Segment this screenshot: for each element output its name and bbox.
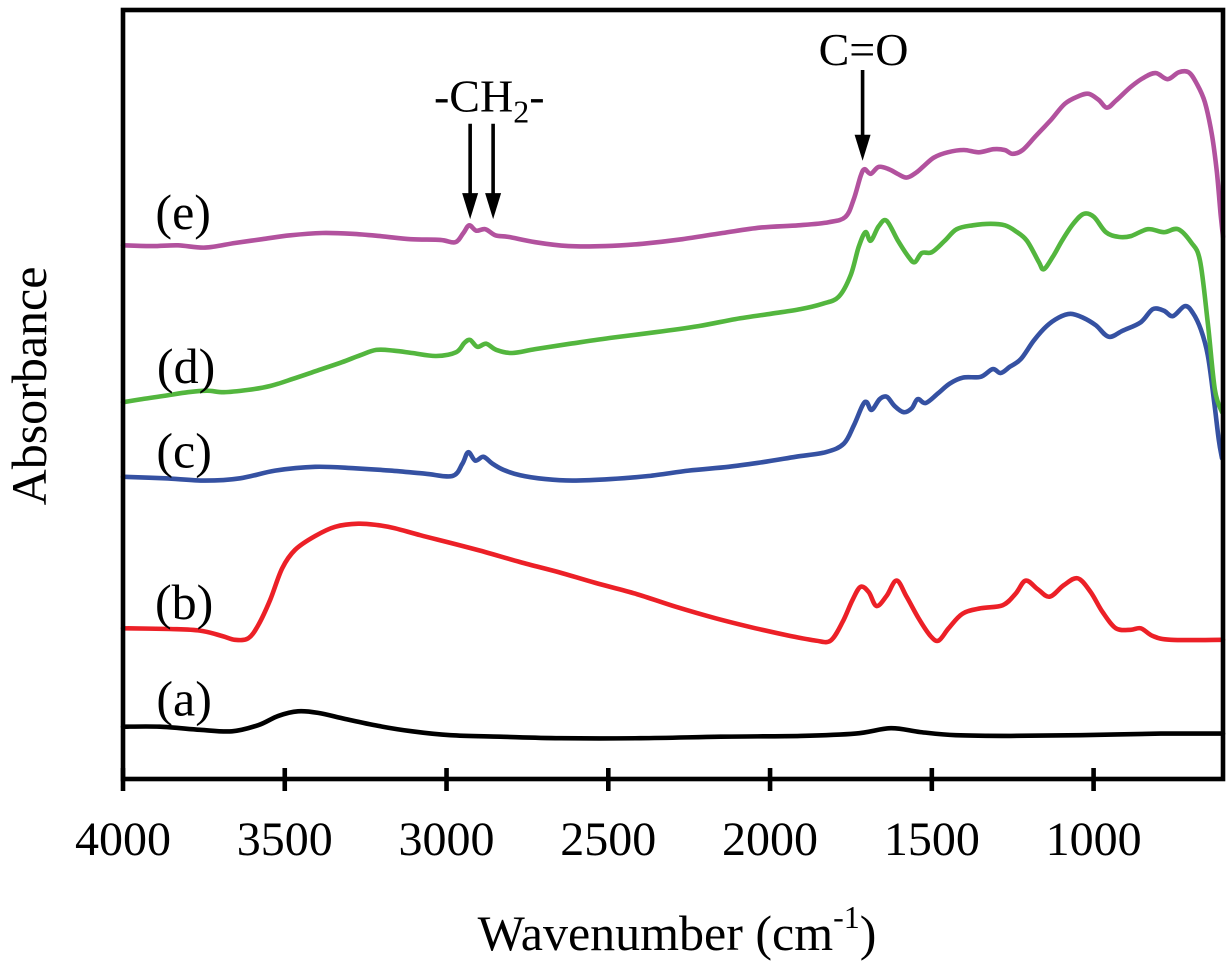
x-tick-label-3500: 3500 [237, 813, 333, 866]
curve-label-d: (d) [157, 338, 215, 394]
curve-label-e: (e) [155, 184, 211, 240]
spectrum-curve-a [120, 708, 1226, 741]
ch2-annotation-label: -CH2- [434, 70, 545, 129]
spectrum-curve-b [120, 521, 1226, 645]
plot-frame [120, 7, 1226, 782]
co-arrow-head [854, 134, 871, 161]
curve-label-b: (b) [155, 574, 213, 630]
x-tick-label-2500: 2500 [560, 813, 656, 866]
x-axis-title: Wavenumber (cm-1) [478, 899, 877, 961]
spectrum-curve-c [120, 303, 1225, 483]
x-tick-label-3000: 3000 [399, 813, 495, 866]
x-tick-label-2000: 2000 [722, 813, 818, 866]
ch2-arrow-2 [485, 123, 502, 220]
x-tick-label-4000: 4000 [75, 813, 171, 866]
co-arrow [854, 69, 871, 161]
y-axis-title: Absorbance [1, 267, 57, 506]
x-tick-label-1000: 1000 [1046, 813, 1142, 866]
spectrum-curve-e [120, 68, 1226, 250]
ch2-arrow-1-head [462, 193, 479, 220]
spectrum-curve-d [120, 211, 1225, 415]
curve-label-a: (a) [156, 670, 212, 726]
ch2-arrow-1 [462, 123, 479, 220]
spectra-curves [120, 68, 1226, 741]
ch2-arrow-2-head [485, 193, 502, 220]
co-annotation-label: C=O [819, 24, 909, 75]
curve-label-c: (c) [156, 423, 212, 479]
x-axis-ticks: 4000 3500 3000 2500 2000 1500 1000 [75, 768, 1142, 866]
x-tick-label-1500: 1500 [884, 813, 980, 866]
